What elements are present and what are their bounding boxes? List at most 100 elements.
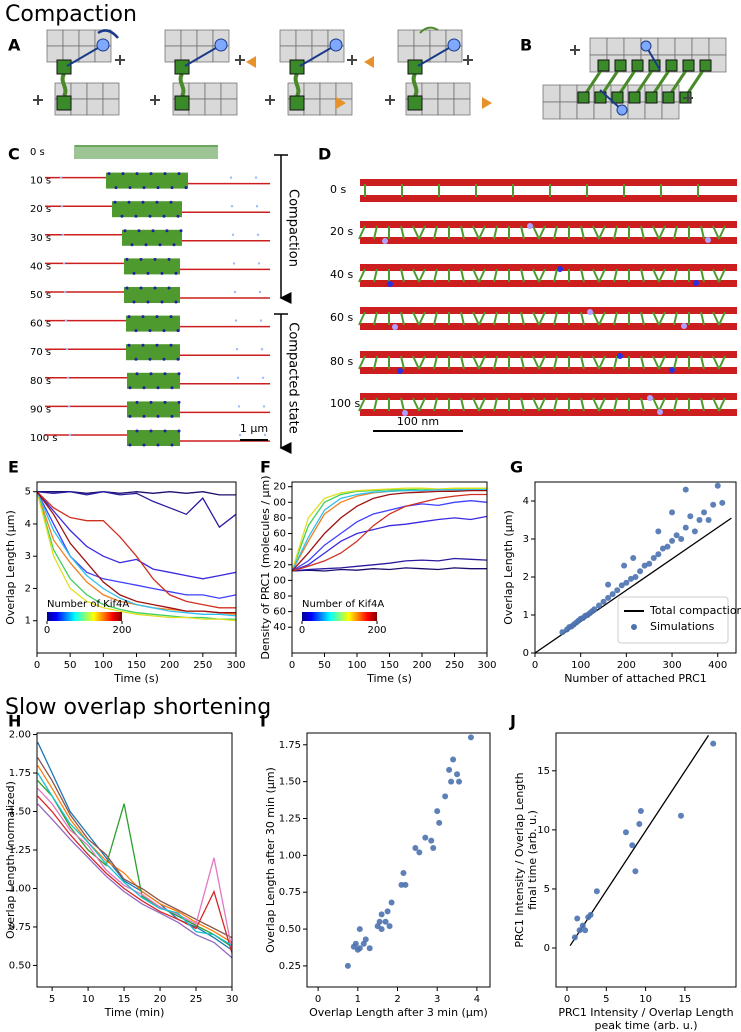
y-tick-label: 1.00 [9, 883, 31, 894]
x-tick-label: 250 [193, 660, 212, 671]
prc1-crosslink [460, 268, 465, 283]
kif4a [135, 372, 139, 376]
heading: Compaction [5, 2, 137, 27]
prc1 [614, 59, 627, 72]
data-point [621, 562, 628, 569]
data-point [356, 945, 363, 952]
lattice-cell [576, 101, 595, 120]
prc1-crosslink [613, 268, 618, 283]
prc1-crosslink [538, 397, 546, 412]
x-tick-label: 15 [679, 994, 692, 1005]
kif4a [234, 319, 238, 322]
prc1-crosslink [658, 355, 666, 370]
panel-label: H [8, 712, 21, 731]
kif4a [257, 262, 261, 265]
kif4a [229, 176, 233, 179]
microtubule [360, 264, 737, 271]
data-line [291, 487, 487, 572]
prc1-crosslink [592, 311, 600, 326]
panel-label: C [8, 145, 20, 164]
linker [60, 72, 68, 98]
prc1-crosslink [580, 225, 585, 240]
prc1-crosslink [493, 355, 498, 370]
lattice-cell [78, 29, 96, 47]
kif4a [170, 186, 174, 190]
microtubule [360, 409, 737, 416]
data-point [591, 606, 598, 613]
lattice-cell [196, 29, 214, 47]
lattice-cell [204, 82, 222, 100]
prc1-crosslink [640, 225, 645, 240]
panel-label: I [260, 712, 266, 731]
kif4a [177, 400, 181, 404]
microtubule [360, 323, 737, 330]
data-point [630, 555, 637, 561]
y-tick-label: 5 [544, 884, 550, 895]
kif4a [233, 290, 237, 294]
y-tick-label: 40 [273, 622, 286, 633]
microtubule [360, 351, 737, 358]
data-point [650, 555, 657, 561]
prc1-crosslink [472, 225, 480, 240]
prc1 [597, 59, 610, 72]
kif4a [114, 186, 118, 190]
data-point [571, 934, 578, 941]
plus-sign [463, 55, 473, 65]
plus-sign [115, 55, 125, 65]
prc1 [665, 59, 678, 72]
y-tick-label: 1.50 [279, 777, 301, 788]
step-arrow [97, 29, 119, 39]
prc1-crosslink [652, 355, 660, 370]
data-point [622, 829, 629, 836]
kif4a [387, 281, 393, 287]
data-point [605, 594, 612, 601]
prc1-crosslink [580, 311, 585, 326]
kif4a [255, 205, 259, 208]
y-tick-label: 1.75 [9, 768, 31, 779]
y-tick-label: 40 [273, 544, 286, 555]
overlap [127, 401, 180, 418]
microtubule [360, 393, 737, 400]
kif4a [170, 414, 174, 418]
prc1-crosslink [418, 225, 426, 240]
kif4a [120, 214, 124, 218]
kif4a [258, 290, 262, 294]
x-tick-label: 400 [708, 660, 727, 671]
lattice-cell [279, 29, 297, 47]
lattice-cell [421, 82, 439, 100]
data-point [382, 918, 389, 925]
prc1-crosslink [673, 225, 678, 240]
data-point [416, 849, 423, 856]
prc1-crosslink [592, 355, 600, 370]
kif4a [163, 429, 167, 433]
prc1-crosslink [658, 311, 666, 326]
data-line [291, 567, 487, 572]
kif4a [382, 238, 388, 244]
data-line [37, 741, 233, 951]
time-label: 50 s [30, 290, 51, 301]
direction-arrow [336, 97, 346, 109]
lattice-cell [627, 101, 646, 120]
kif4a-stalk [417, 44, 455, 67]
time-label: 10 s [30, 176, 51, 187]
lattice-cell [102, 98, 120, 116]
kif4a [61, 233, 65, 236]
overlap [127, 372, 180, 389]
y-axis-label: Overlap Length (µm) [502, 510, 515, 624]
y-tick-label: 4 [25, 519, 31, 530]
kif4a [155, 200, 159, 204]
prc1-crosslink [478, 225, 486, 240]
kif4a [141, 200, 145, 204]
y-tick-label: 2.00 [9, 730, 31, 741]
kif4a [238, 433, 242, 437]
prc1-crosslink [520, 268, 525, 283]
data-point [701, 509, 708, 516]
data-point [623, 579, 630, 586]
kif4a [146, 300, 150, 304]
panel-label: J [509, 712, 516, 731]
y-tick-label: 10 [537, 825, 550, 836]
lattice-cell [319, 82, 337, 100]
prc1-crosslink [553, 355, 558, 370]
time-label: 30 s [30, 233, 51, 244]
direction-arrow [364, 56, 374, 68]
